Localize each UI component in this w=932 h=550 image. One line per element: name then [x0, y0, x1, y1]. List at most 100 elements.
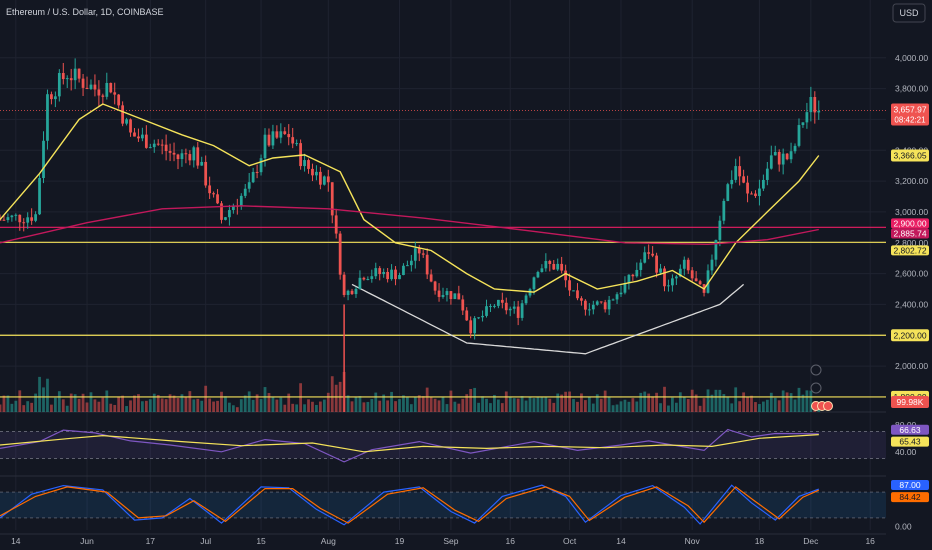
volume-bar	[797, 387, 801, 412]
price-tick: 2,000.00	[895, 361, 928, 371]
last-price-tag: 3,657.97	[893, 104, 926, 114]
volume-bar	[0, 404, 2, 412]
candle-body	[326, 176, 330, 183]
candle-body	[520, 303, 524, 318]
volume-bar	[105, 390, 109, 412]
volume-bar	[678, 392, 682, 412]
candle-body	[311, 168, 314, 176]
price-tick: 4,000.00	[895, 53, 928, 63]
candle-body	[508, 308, 512, 311]
volume-bar	[350, 401, 354, 412]
volume-bar	[287, 393, 291, 412]
candle-body	[500, 299, 504, 303]
rsi-line-1	[0, 434, 819, 453]
volume-bar	[133, 395, 136, 412]
candle-body	[295, 143, 299, 145]
candle-body	[366, 279, 370, 281]
volume-bar	[793, 399, 797, 412]
candle-body	[271, 131, 275, 146]
currency-button-label[interactable]: USD	[899, 8, 919, 18]
rsi-tag-1: 66.63	[899, 425, 921, 435]
currency-button[interactable]: USD	[892, 3, 926, 23]
candle-body	[220, 203, 223, 220]
ma-slow-tag-bg	[891, 228, 929, 239]
volume-bar	[714, 389, 718, 412]
volume-bar	[212, 401, 215, 412]
candle-body	[113, 92, 117, 95]
ma-slow-tag: 2,885.74	[893, 229, 926, 239]
last-price-tag-bg	[891, 103, 929, 126]
candle-body	[623, 282, 627, 293]
volume-bar	[315, 404, 318, 412]
volume-bar	[473, 387, 477, 412]
moving-averages	[0, 103, 820, 293]
volume-bar	[93, 399, 97, 412]
plus-icon-circle	[810, 364, 822, 376]
candle-body	[22, 222, 26, 224]
volume-bar	[572, 399, 575, 412]
volume-bar	[754, 402, 757, 412]
candle-body	[307, 160, 310, 169]
volume-bar	[89, 392, 93, 412]
volume-bar	[334, 384, 338, 412]
candle-body	[164, 144, 168, 152]
volume-bar	[576, 401, 579, 412]
volume-bar	[267, 393, 271, 412]
volume-bar	[53, 397, 57, 412]
volume-bar	[777, 400, 781, 412]
candlesticks	[0, 58, 821, 412]
candle-body	[473, 318, 477, 334]
candle-body	[34, 214, 37, 221]
candle-body	[730, 179, 734, 185]
volume-bar	[386, 400, 390, 412]
candle-body	[208, 185, 212, 194]
volume-bar	[26, 401, 30, 412]
volume-bar	[14, 400, 18, 412]
volume-bar	[809, 390, 813, 412]
level-2802-tag-bg	[891, 245, 929, 256]
candle-body	[465, 310, 469, 321]
candle-body	[374, 268, 378, 277]
candle-body	[239, 195, 243, 207]
candle-body	[469, 320, 473, 334]
level-2200-tag: 2,200.00	[893, 330, 926, 340]
candle-body	[121, 105, 125, 124]
volume-bar	[540, 397, 544, 412]
candle-body	[231, 205, 235, 211]
candle-body	[398, 275, 401, 280]
candle-body	[493, 305, 496, 307]
volume-bar	[160, 398, 164, 412]
candle-body	[615, 294, 619, 300]
candle-body	[591, 304, 595, 310]
volume-bar	[378, 400, 382, 412]
stoch-tag-2: 84.42	[899, 492, 921, 502]
volume-bar	[180, 394, 184, 412]
candle-body	[46, 94, 49, 141]
volume-bar	[544, 396, 548, 412]
candle-body	[105, 82, 109, 97]
volume-bar	[421, 396, 425, 412]
volume-bar	[121, 395, 125, 412]
volume-bar	[81, 393, 85, 412]
volume-bar	[61, 399, 65, 412]
rsi-tick: 40.00	[895, 447, 917, 457]
candle-body	[678, 268, 682, 277]
ma-slow-line	[0, 205, 819, 246]
candle-body	[350, 290, 354, 295]
candle-body	[580, 298, 583, 301]
time-tick: 14	[616, 536, 626, 546]
volume-bar	[674, 402, 678, 412]
volume-bar	[231, 405, 235, 412]
volume-bar	[758, 404, 761, 412]
candle-body	[817, 110, 821, 113]
rsi-band	[0, 431, 886, 459]
candle-body	[671, 278, 674, 286]
volume-bar	[552, 402, 556, 412]
candle-body	[686, 259, 690, 271]
volume-bar	[311, 401, 314, 412]
candle-body	[572, 290, 575, 292]
candle-body	[330, 182, 334, 216]
volume-bar	[801, 394, 805, 412]
volume-bar	[639, 392, 643, 412]
